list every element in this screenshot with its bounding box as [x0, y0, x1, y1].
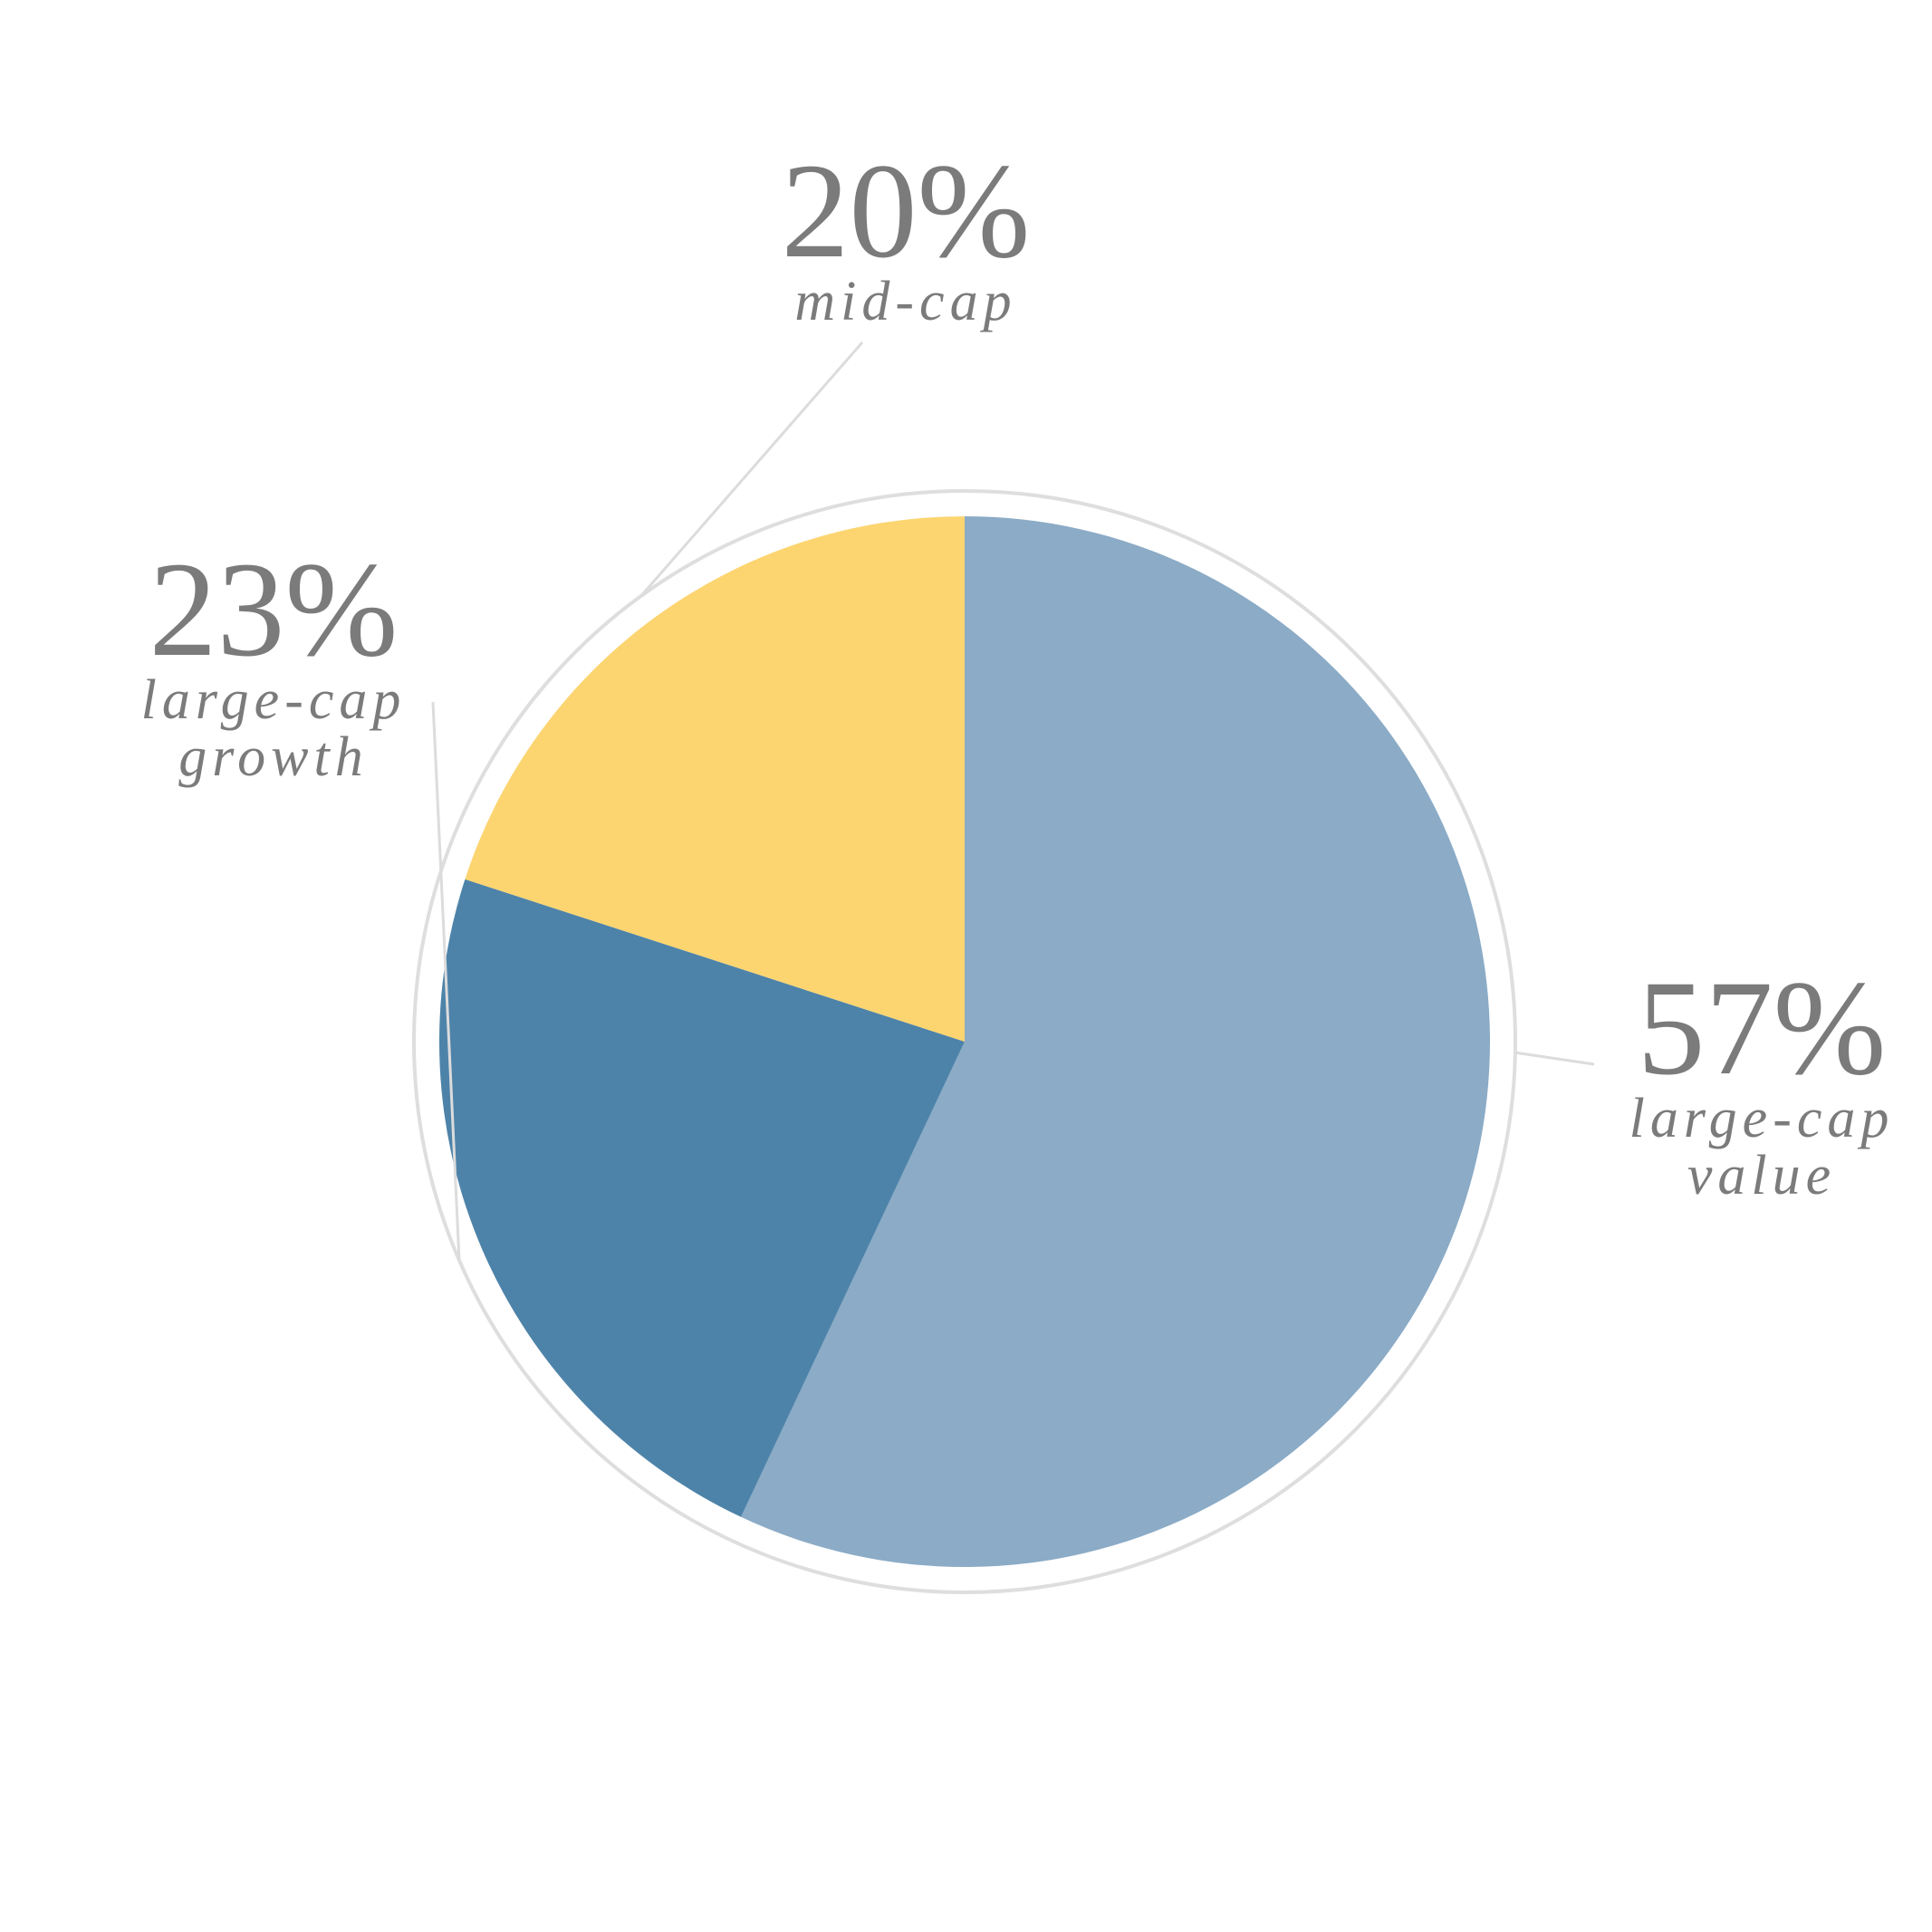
pie-slices: [439, 516, 1490, 1567]
pie-slice-large-cap-growth: [439, 879, 965, 1517]
outer-ring: [412, 489, 1517, 1594]
category-label-large-cap-value-line-2: value: [1687, 1145, 1836, 1206]
pie-slice-mid-cap: [465, 516, 965, 1042]
leader-line-mid-cap: [639, 341, 864, 598]
leader-line-large-cap-growth: [431, 701, 461, 1261]
percent-label-large-cap-growth: 23%: [149, 534, 399, 685]
category-label-large-cap-value-line-1: large-cap: [1629, 1088, 1895, 1149]
slice-label-large-cap-growth: 23% large-cap growth: [141, 534, 407, 788]
slice-label-mid-cap: 20% mid-cap: [782, 136, 1031, 332]
category-label-large-cap-growth-line-2: growth: [178, 726, 368, 788]
slice-label-large-cap-value: 57% large-cap value: [1629, 953, 1895, 1206]
leader-lines: [431, 341, 1595, 1261]
percent-label-large-cap-value: 57%: [1638, 953, 1887, 1103]
pie-slice-large-cap-value: [741, 516, 1490, 1567]
category-label-mid-cap: mid-cap: [794, 271, 1016, 332]
percent-label-mid-cap: 20%: [782, 136, 1031, 286]
leader-line-large-cap-value: [1514, 1051, 1595, 1066]
category-label-large-cap-growth-line-1: large-cap: [141, 669, 407, 731]
